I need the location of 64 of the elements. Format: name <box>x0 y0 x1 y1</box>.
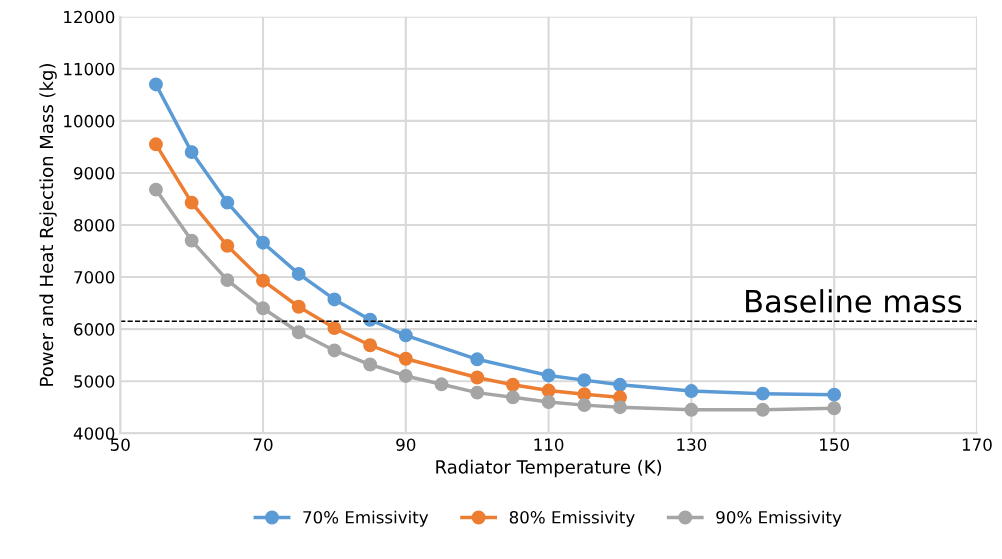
point <box>363 338 378 353</box>
point <box>755 402 770 417</box>
point <box>684 402 699 417</box>
point <box>434 377 449 392</box>
y-tick-label: 12000 <box>64 10 115 24</box>
point <box>148 77 163 92</box>
point <box>398 328 413 343</box>
x-tick-label: 110 <box>534 438 564 451</box>
point <box>541 368 556 383</box>
point <box>577 398 592 413</box>
point <box>291 325 306 340</box>
point <box>363 357 378 372</box>
point <box>541 395 556 409</box>
point <box>291 266 306 281</box>
x-tick-label: 130 <box>677 438 707 451</box>
y-tick-label: 4000 <box>73 427 115 440</box>
point <box>327 321 342 336</box>
y-tick-label: 8000 <box>74 218 115 232</box>
point <box>148 182 163 197</box>
point <box>363 312 378 327</box>
x-axis-title: Radiator Temperature (K) <box>436 459 662 478</box>
point <box>184 233 199 248</box>
y-tick-label: 7000 <box>74 271 115 284</box>
point <box>577 373 592 388</box>
x-tick-label: 50 <box>110 438 130 451</box>
y-tick-label: 5000 <box>74 375 115 388</box>
y-tick-label: 11000 <box>64 62 115 76</box>
point <box>827 401 842 416</box>
point <box>291 299 306 314</box>
y-tick-label: 9000 <box>74 166 115 180</box>
y-axis-title: Power and Heat Rejection Mass (kg) <box>39 64 57 386</box>
legend-label: 80% Emissivity <box>509 510 635 527</box>
ref-line-label: Baseline mass <box>746 289 962 313</box>
point <box>755 386 770 401</box>
point <box>505 390 520 405</box>
point <box>327 292 342 307</box>
x-tick-label: 90 <box>396 438 416 451</box>
x-tick-label: 170 <box>962 438 992 451</box>
point <box>327 343 342 358</box>
point <box>220 195 235 210</box>
legend-label: 90% Emissivity <box>716 510 842 527</box>
point <box>470 352 485 367</box>
x-tick-label: 70 <box>253 438 273 451</box>
point <box>827 387 842 402</box>
point <box>184 195 199 210</box>
point <box>398 369 413 383</box>
point <box>613 377 627 392</box>
point <box>613 400 627 415</box>
legend-label: 70% Emissivity <box>303 510 429 527</box>
y-tick-label: 10000 <box>64 114 115 128</box>
point <box>470 370 485 385</box>
point <box>220 238 235 253</box>
point <box>220 273 235 288</box>
point <box>148 137 163 152</box>
point <box>398 351 413 366</box>
y-tick-label: 6000 <box>74 323 115 336</box>
point <box>256 301 270 316</box>
point <box>256 273 270 288</box>
x-tick-label: 150 <box>820 438 849 451</box>
point <box>684 384 699 399</box>
point <box>470 385 485 400</box>
point <box>505 377 520 392</box>
point <box>256 235 270 250</box>
point <box>184 145 199 160</box>
